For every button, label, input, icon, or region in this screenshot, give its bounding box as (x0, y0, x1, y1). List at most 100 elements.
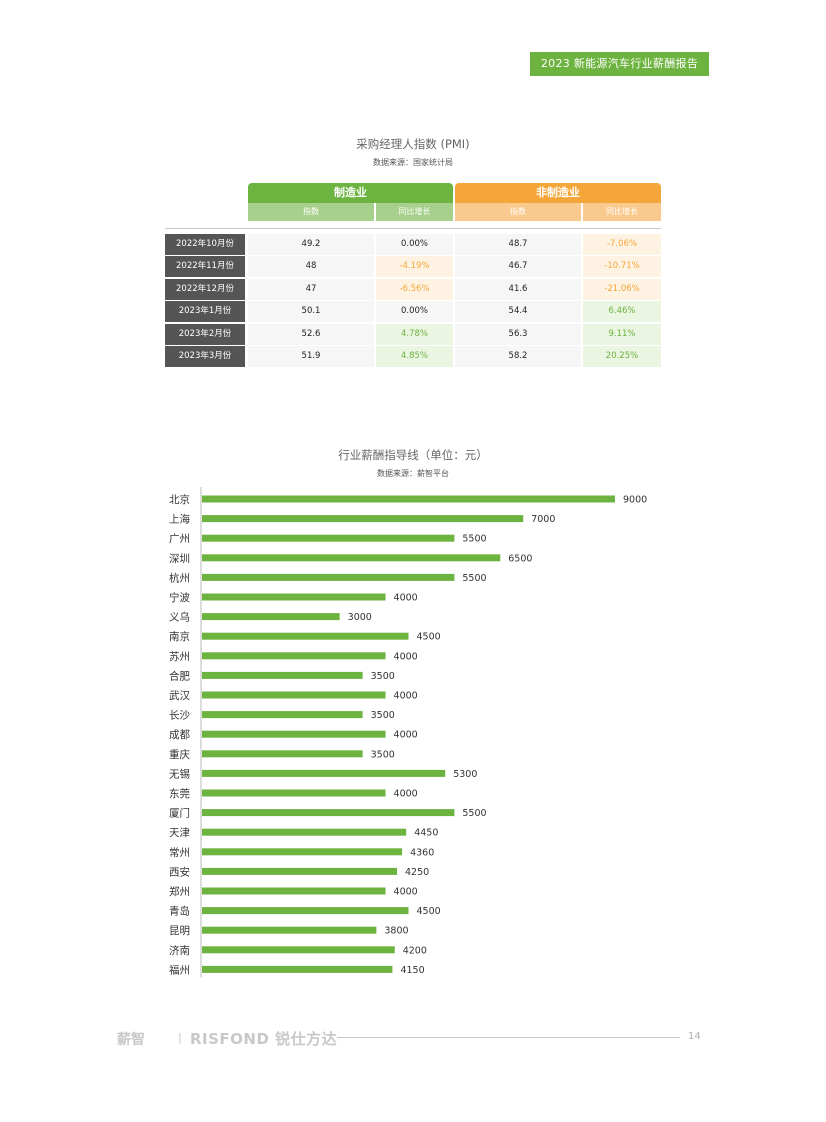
mfg-index-cell: 49.2 (248, 234, 374, 255)
pmi-title: 采购经理人指数 (PMI) (356, 137, 470, 151)
salary-bar (202, 789, 386, 797)
mfg-index-cell: 51.9 (248, 346, 374, 367)
table-divider (165, 228, 661, 229)
mfg-index-header: 指数 (248, 203, 374, 221)
bar-value-label: 4000 (394, 691, 418, 702)
salary-bar (202, 809, 455, 817)
month-label: 2022年12月份 (165, 278, 245, 300)
month-label: 2022年10月份 (165, 234, 245, 255)
mfg-yoy-header: 同比增长 (376, 203, 453, 221)
non-mfg-yoy-header: 同比增长 (583, 203, 661, 221)
salary-bar (202, 887, 386, 895)
non-mfg-index-cell: 48.7 (455, 234, 581, 255)
mfg-yoy-cell: 0.00% (376, 301, 453, 323)
salary-bar (202, 711, 363, 719)
city-label: 无锡 (169, 767, 190, 780)
non-mfg-index-header: 指数 (455, 203, 581, 221)
bar-value-label: 3800 (384, 926, 408, 937)
city-label: 青岛 (169, 905, 190, 918)
non-mfg-index-cell: 54.4 (455, 301, 581, 323)
salary-bar (202, 946, 395, 954)
pmi-row: 2023年2月份 52.6 4.78% 56.3 9.11% (165, 323, 661, 346)
bar-value-label: 4500 (417, 906, 441, 917)
salary-bar-chart: 北京 9000 上海 7000 广州 5500 深圳 6500 杭州 5500 宁波 4000 义乌 30… (169, 487, 647, 978)
non-mfg-index-cell: 46.7 (455, 256, 581, 278)
salary-bar (202, 750, 363, 758)
bar-value-label: 7000 (531, 514, 555, 525)
bar-value-label: 3000 (348, 612, 372, 623)
salary-bar (202, 593, 386, 601)
salary-bar (202, 691, 386, 699)
bar-value-label: 4250 (405, 867, 429, 878)
xinzhi-logo: 薪智 (117, 1032, 145, 1048)
pmi-row: 2022年10月份 49.2 0.00% 48.7 -7.06% (165, 234, 661, 256)
city-label: 深圳 (169, 553, 190, 565)
city-label: 苏州 (169, 650, 190, 663)
pmi-row: 2023年1月份 50.1 0.00% 54.4 6.46% (165, 301, 661, 323)
salary-bar (202, 907, 409, 915)
city-label: 济南 (169, 944, 190, 957)
mfg-yoy-cell: 4.78% (376, 323, 453, 345)
bar-value-label: 4500 (417, 632, 441, 643)
bar-value-label: 4000 (394, 887, 418, 898)
bar-value-label: 3500 (371, 671, 395, 682)
mfg-index-cell: 50.1 (248, 301, 374, 323)
city-label: 厦门 (169, 807, 190, 820)
salary-bar (202, 828, 407, 836)
bar-value-label: 4000 (394, 651, 418, 662)
pmi-source: 数据来源：国家统计局 (373, 158, 453, 167)
non-mfg-yoy-cell: -10.71% (583, 256, 661, 278)
mfg-group-header: 制造业 (248, 183, 453, 203)
city-label: 福州 (169, 963, 190, 976)
salary-bar (202, 769, 446, 777)
non-mfg-index-cell: 41.6 (455, 278, 581, 300)
city-label: 重庆 (169, 748, 190, 761)
bar-value-label: 4000 (394, 730, 418, 741)
city-label: 天津 (169, 827, 190, 839)
salary-bar (202, 671, 363, 679)
salary-bar (202, 965, 393, 973)
bar-value-label: 4200 (403, 945, 427, 956)
mfg-yoy-cell: -4.19% (376, 256, 453, 278)
month-label: 2023年1月份 (165, 301, 245, 323)
pmi-row: 2022年11月份 48 -4.19% 46.7 -10.71% (165, 256, 661, 278)
non-mfg-group-header: 非制造业 (455, 183, 661, 203)
mfg-yoy-cell: 4.85% (376, 346, 453, 367)
city-label: 长沙 (169, 710, 190, 722)
city-label: 北京 (169, 493, 190, 506)
city-label: 杭州 (169, 571, 190, 584)
city-label: 东莞 (169, 787, 190, 800)
salary-chart-title: 行业薪酬指导线（单位：元） (338, 448, 488, 462)
bar-value-label: 5300 (453, 769, 477, 780)
non-mfg-index-cell: 56.3 (455, 323, 581, 345)
bar-value-label: 4150 (400, 965, 424, 976)
salary-bar (202, 848, 403, 856)
bar-value-label: 4360 (410, 847, 434, 858)
mfg-index-cell: 48 (248, 256, 374, 278)
bar-value-label: 6500 (508, 553, 532, 564)
report-header-tag: 2023 新能源汽车行业薪酬报告 (530, 52, 709, 76)
city-label: 西安 (169, 865, 190, 878)
bar-value-label: 5500 (462, 573, 486, 584)
mfg-yoy-cell: 0.00% (376, 234, 453, 255)
salary-bar (202, 730, 386, 738)
bar-value-label: 3500 (371, 749, 395, 760)
footer-separator: | (178, 1031, 182, 1044)
mfg-index-cell: 47 (248, 278, 374, 300)
bar-value-label: 5500 (462, 534, 486, 545)
city-label: 郑州 (169, 885, 190, 898)
month-label: 2023年3月份 (165, 346, 245, 367)
salary-bar (202, 867, 398, 875)
non-mfg-index-cell: 58.2 (455, 346, 581, 367)
bar-value-label: 4450 (414, 828, 438, 839)
city-label: 昆明 (169, 925, 190, 937)
non-mfg-yoy-cell: -21.06% (583, 278, 661, 300)
risfond-logo: RISFOND 锐仕方达 (190, 1030, 338, 1048)
city-label: 合肥 (169, 669, 190, 682)
page-number: 14 (688, 1031, 701, 1042)
salary-bar (202, 534, 455, 542)
non-mfg-yoy-cell: -7.06% (583, 234, 661, 255)
bar-value-label: 3500 (371, 710, 395, 721)
salary-bar (202, 652, 386, 660)
salary-bar (202, 554, 501, 562)
